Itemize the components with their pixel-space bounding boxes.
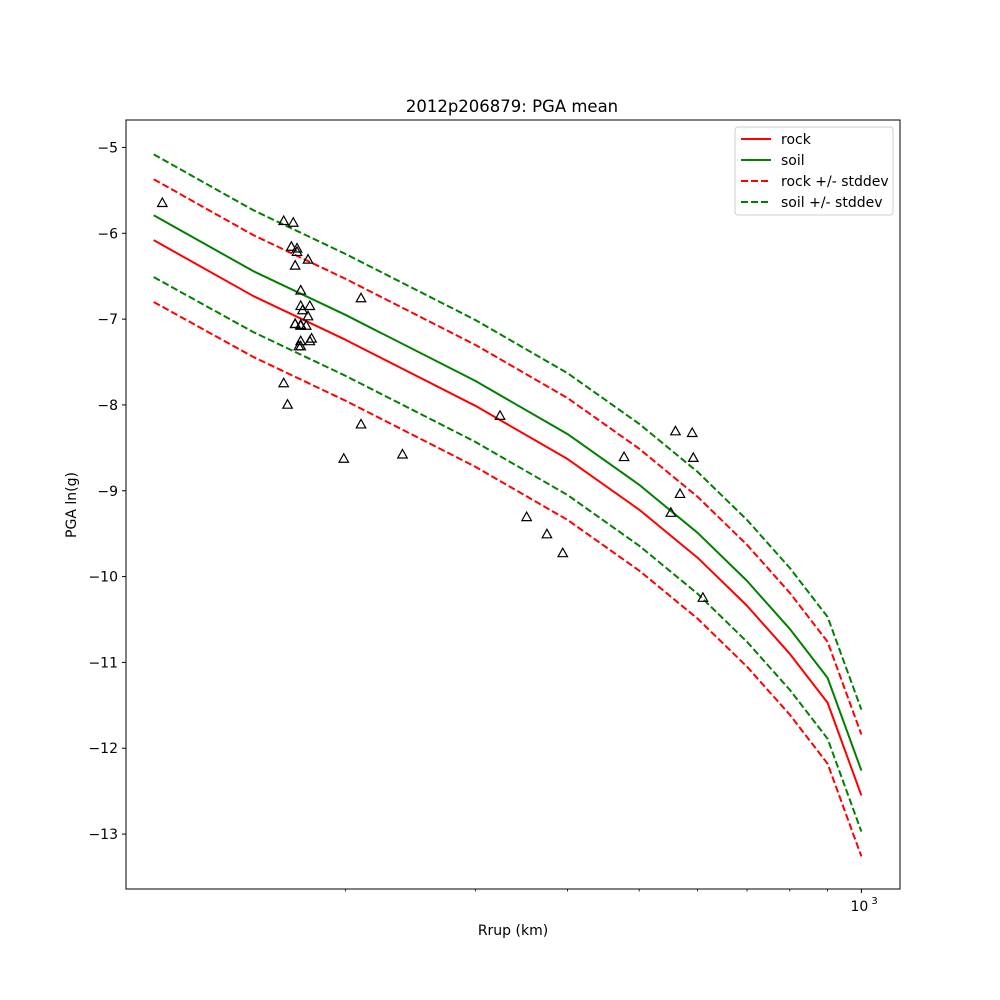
- observation-point: [494, 409, 506, 420]
- legend-entries: rock soil rock +/- stddev soil +/- stddev: [741, 132, 889, 211]
- series-line-0-rock: [153, 239, 863, 796]
- y-tick-label: −7: [97, 312, 118, 328]
- observation-point: [277, 377, 290, 388]
- chart-title: 2012p206879: PGA mean: [406, 97, 618, 116]
- y-tick-label: −8: [97, 398, 118, 414]
- observation-point: [294, 284, 307, 295]
- legend: rock soil rock +/- stddev soil +/- stddev: [734, 126, 894, 216]
- observation-point: [289, 259, 301, 270]
- y-tick-label: −11: [88, 655, 118, 671]
- series-line-2-rock-stddev: [153, 178, 863, 735]
- observation-point: [277, 214, 290, 226]
- observation-point: [665, 506, 677, 517]
- y-tick-label: −13: [88, 827, 118, 843]
- observation-point: [697, 591, 709, 602]
- plot-content: [153, 153, 863, 857]
- observation-markers: [156, 196, 709, 602]
- observation-point: [618, 450, 630, 462]
- legend-label-soil-stddev: soil +/- stddev: [781, 195, 883, 211]
- series-line-1-soil: [153, 214, 863, 771]
- observation-point: [556, 546, 569, 558]
- series-line-5: [153, 276, 863, 832]
- observation-point: [355, 292, 367, 303]
- observation-point: [281, 398, 294, 409]
- observation-point: [355, 418, 367, 429]
- observation-point: [291, 242, 303, 253]
- observation-point: [302, 310, 314, 321]
- observation-point: [541, 528, 553, 539]
- observation-point: [687, 451, 700, 462]
- observation-point: [304, 299, 316, 311]
- observation-point: [520, 510, 533, 522]
- x-axis: 10 3: [344, 889, 878, 915]
- y-tick-label: −10: [88, 570, 118, 586]
- observation-point: [285, 240, 298, 251]
- y-tick-label: −5: [97, 140, 118, 156]
- series-lines: [153, 153, 863, 857]
- observation-point: [674, 487, 686, 499]
- observation-point: [396, 448, 409, 459]
- observation-point: [686, 426, 698, 438]
- observation-point: [294, 340, 307, 351]
- observation-point: [669, 425, 682, 436]
- legend-label-rock: rock: [781, 132, 812, 148]
- observation-point: [302, 253, 314, 264]
- observation-point: [289, 317, 301, 329]
- y-axis: −13 −12 −11 −10 −9 −8 −7 −6 −5: [88, 140, 126, 843]
- legend-label-soil: soil: [781, 153, 805, 169]
- series-line-3: [153, 301, 863, 857]
- legend-box: [734, 126, 894, 216]
- y-tick-label: −6: [97, 226, 118, 242]
- y-tick-label: −12: [88, 741, 118, 757]
- plot-frame: [125, 119, 901, 890]
- y-axis-label: PGA ln(g): [64, 472, 80, 538]
- x-tick-label: 10: [850, 899, 868, 915]
- observation-point: [296, 304, 309, 315]
- observation-point: [337, 452, 350, 463]
- x-axis-label: Rrup (km): [478, 923, 548, 939]
- series-line-4-soil-stddev: [153, 153, 863, 710]
- observation-point: [291, 245, 303, 257]
- legend-label-rock-stddev: rock +/- stddev: [781, 174, 889, 190]
- observation-point: [156, 196, 169, 208]
- x-tick-label-exponent: 3: [871, 896, 877, 907]
- observation-point: [287, 216, 300, 227]
- y-tick-label: −9: [97, 484, 118, 500]
- observation-point: [304, 334, 316, 346]
